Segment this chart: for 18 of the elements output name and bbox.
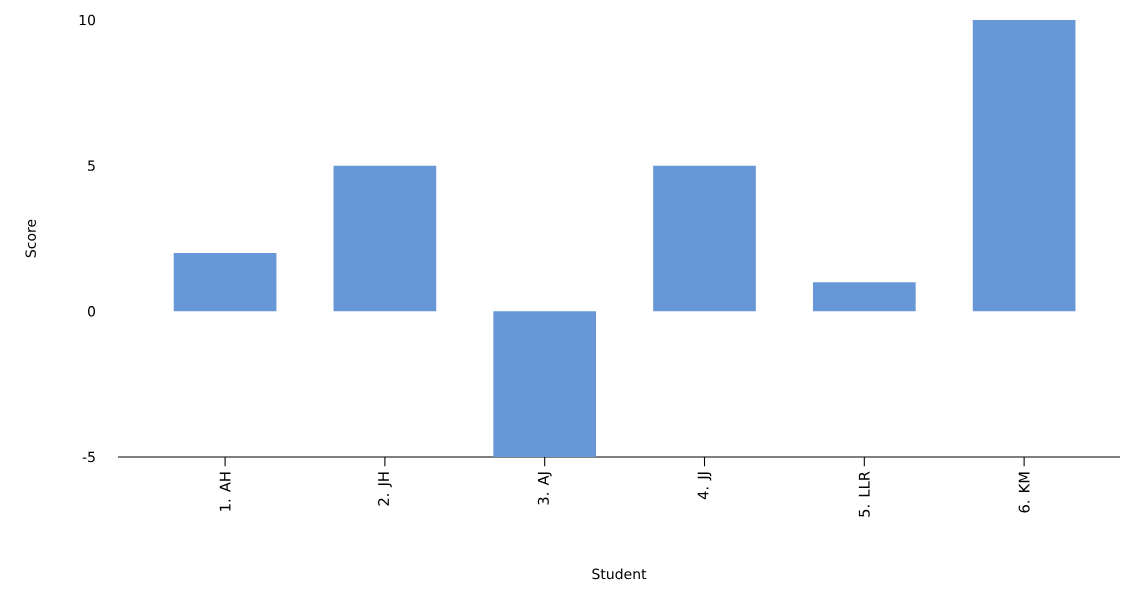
x-axis-title: Student [592, 568, 647, 580]
bar [493, 311, 597, 457]
x-tick-label: 3. AJ [537, 472, 552, 505]
y-tick-label: 0 [87, 306, 96, 317]
bar [333, 165, 437, 312]
x-tick-label: 2. JH [377, 472, 392, 506]
x-tick-label: 6. KM [1018, 472, 1030, 513]
y-tick-label: 5 [88, 160, 95, 171]
bar [972, 20, 1076, 312]
bar [173, 253, 277, 312]
x-tick-label: 1. AH [219, 472, 231, 511]
bar [653, 165, 756, 312]
x-tick-label: 4. JJ [697, 472, 712, 500]
y-tick-label: -5 [82, 451, 95, 463]
y-tick-label: 10 [79, 14, 96, 26]
y-axis-title: Score [25, 219, 36, 258]
x-tick-label: 5. LLR [858, 471, 870, 517]
bar [812, 282, 916, 312]
